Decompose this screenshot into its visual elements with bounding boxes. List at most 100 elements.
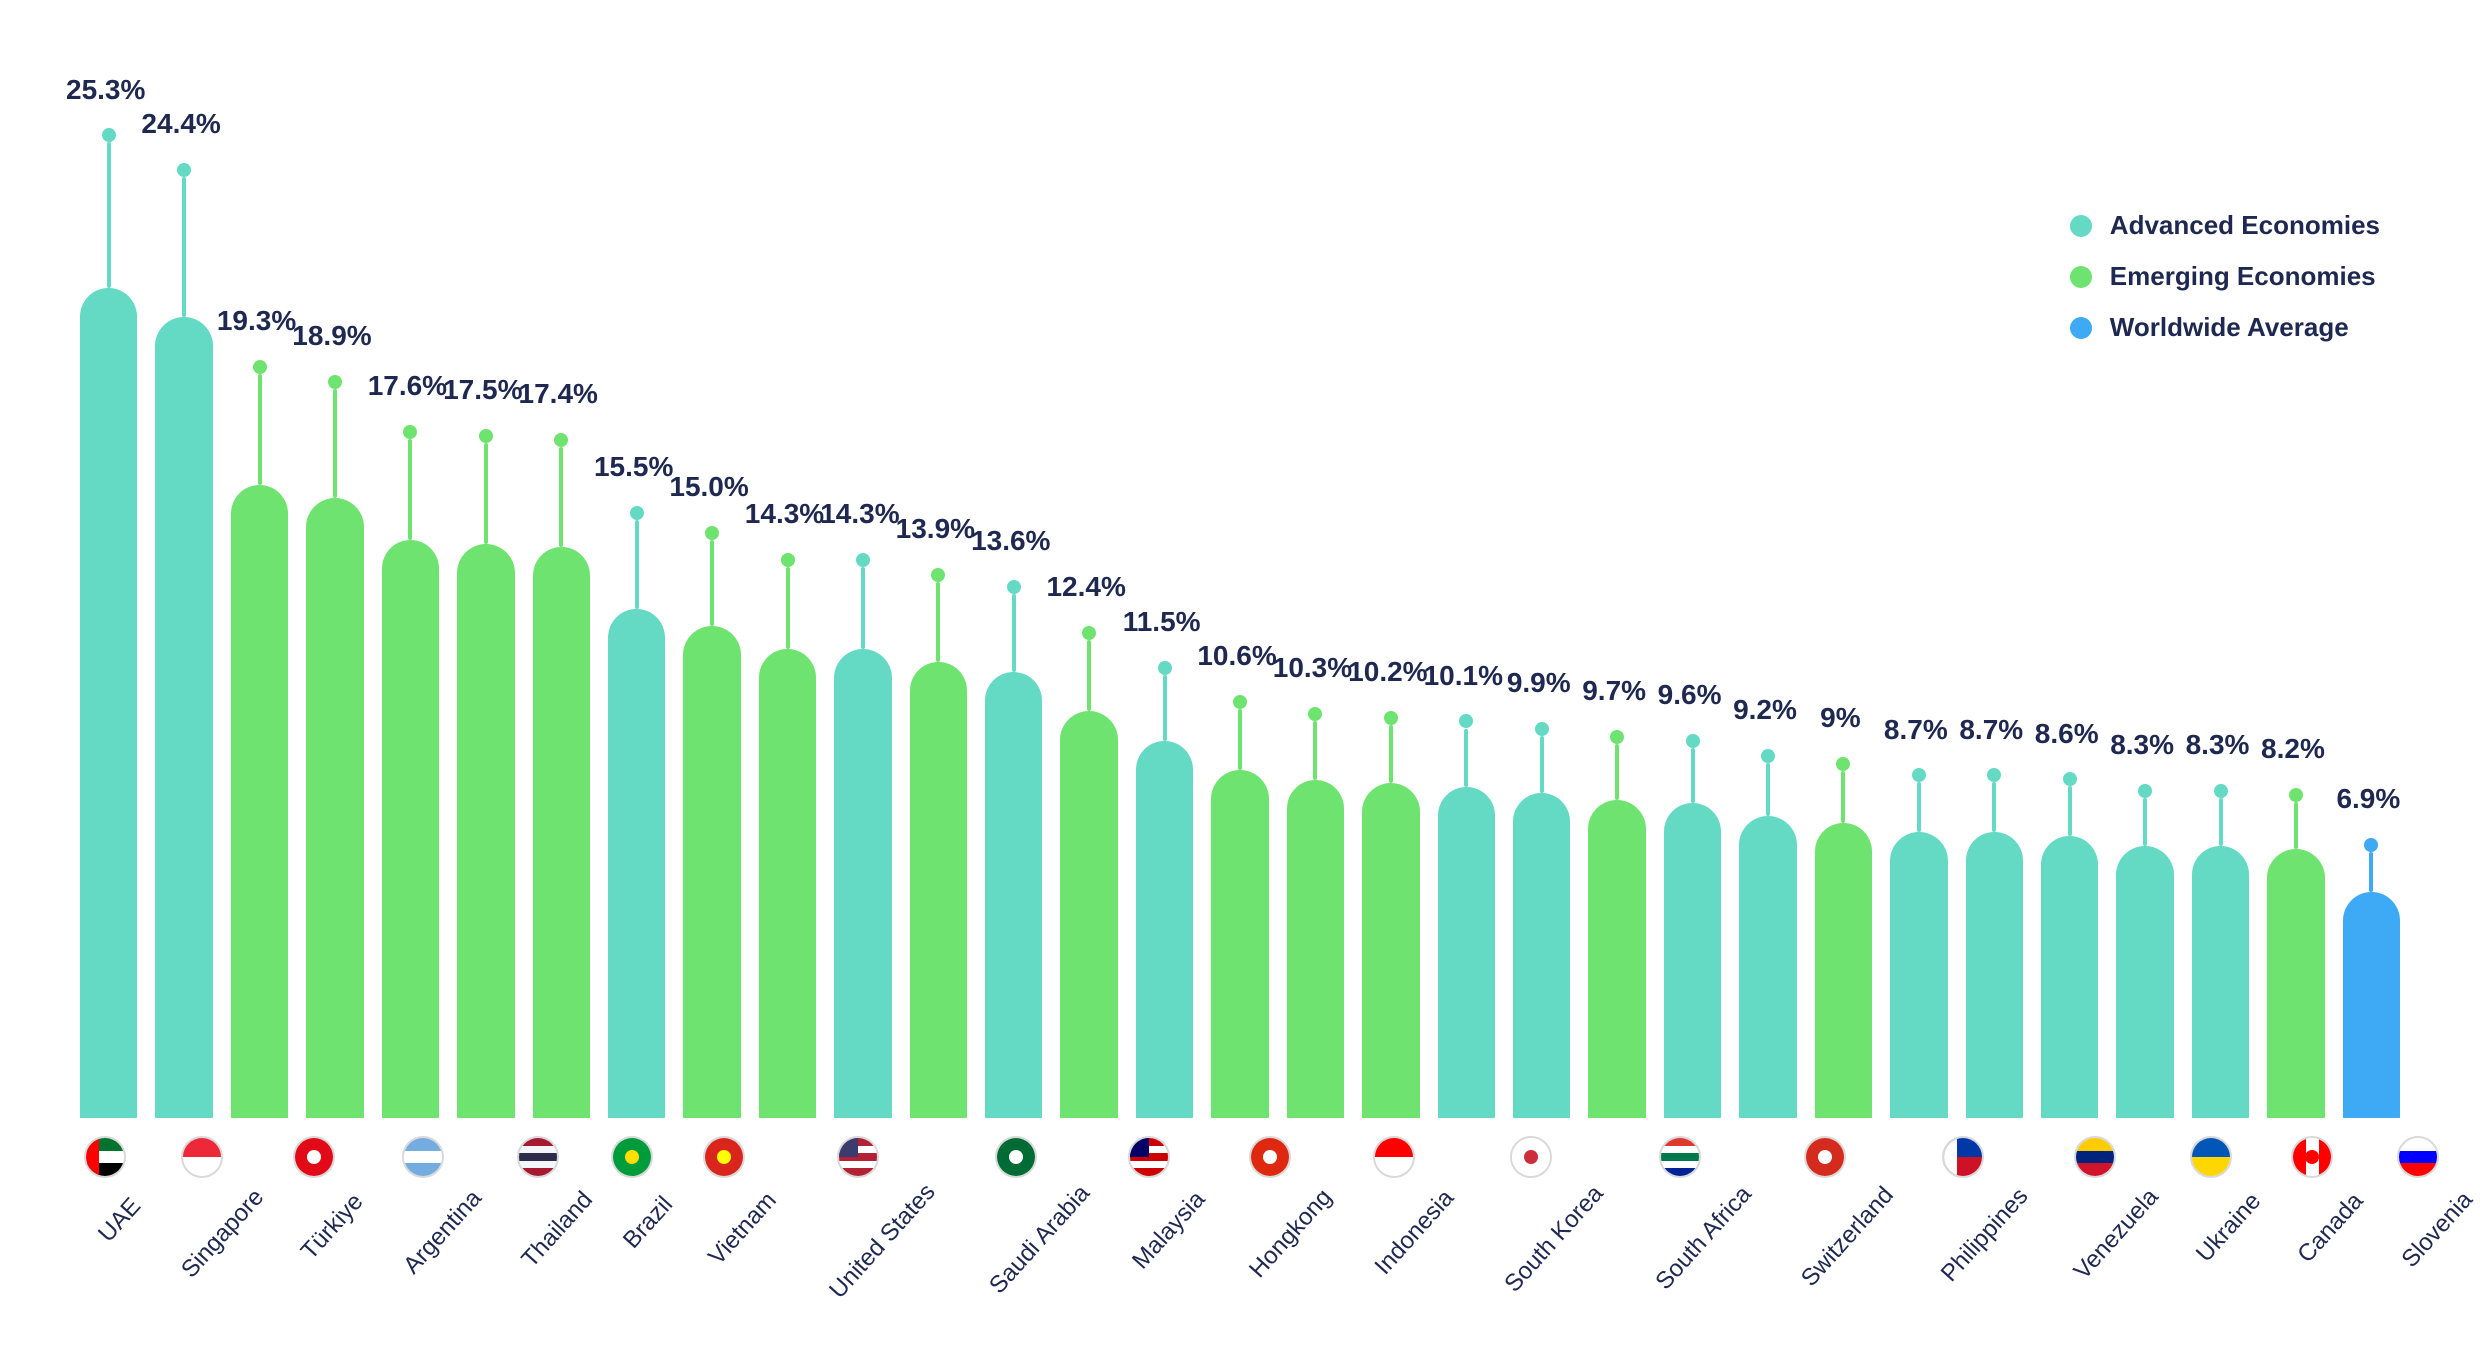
- lollipop-stem: [1766, 763, 1770, 816]
- bar: [533, 547, 590, 1118]
- value-label: 9.2%: [1733, 694, 1797, 726]
- country-label: Singapore: [176, 1184, 270, 1284]
- lollipop-dot-icon: [554, 433, 568, 447]
- bar: [231, 485, 288, 1118]
- country-label: Indonesia: [1370, 1185, 1460, 1281]
- bar-col: 6.9%: [2343, 80, 2400, 1118]
- lollipop-dot-icon: [630, 506, 644, 520]
- bar: [1815, 823, 1872, 1118]
- lollipop-stem: [2068, 786, 2072, 835]
- value-label: 25.3%: [66, 74, 145, 106]
- lollipop-stem: [559, 447, 563, 547]
- bar: [306, 498, 363, 1118]
- lollipop-dot-icon: [102, 128, 116, 142]
- bar-col: 9.2%: [1739, 80, 1796, 1118]
- lollipop-dot-icon: [1535, 722, 1549, 736]
- flag-icon: [1373, 1136, 1415, 1178]
- flag-icon: [2291, 1136, 2333, 1178]
- value-label: 9%: [1820, 702, 1860, 734]
- bar: [1136, 741, 1193, 1118]
- axis-tick: UAE: [80, 1136, 129, 1220]
- lollipop-stem: [107, 142, 111, 287]
- lollipop-stem: [1615, 744, 1619, 800]
- bar-col: 8.6%: [2041, 80, 2098, 1118]
- bar-col: 25.3%: [80, 80, 137, 1118]
- bar-col: 10.2%: [1362, 80, 1419, 1118]
- flag-icon: [995, 1136, 1037, 1178]
- bar: [382, 540, 439, 1118]
- lollipop-stem: [1691, 748, 1695, 803]
- value-label: 9.9%: [1507, 667, 1571, 699]
- axis-tick: Canada: [2270, 1136, 2354, 1220]
- lollipop-dot-icon: [328, 375, 342, 389]
- bar: [1664, 803, 1721, 1118]
- lollipop-stem: [786, 567, 790, 649]
- lollipop-stem: [1540, 736, 1544, 793]
- value-label: 8.2%: [2261, 733, 2325, 765]
- lollipop-dot-icon: [1459, 714, 1473, 728]
- flag-icon: [1128, 1136, 1170, 1178]
- bar: [155, 317, 212, 1118]
- lollipop-stem: [1389, 725, 1393, 784]
- value-label: 8.3%: [2110, 729, 2174, 761]
- lollipop-stem: [1238, 709, 1242, 770]
- bar-col: 17.4%: [533, 80, 590, 1118]
- value-label: 14.3%: [820, 498, 899, 530]
- value-label: 15.0%: [669, 471, 748, 503]
- axis-tick: Singapore: [147, 1136, 256, 1220]
- bar-col: 8.7%: [1890, 80, 1947, 1118]
- bar: [1890, 832, 1947, 1118]
- chart-container: Advanced EconomiesEmerging EconomiesWorl…: [0, 0, 2480, 1358]
- axis-tick: Philippines: [1905, 1136, 2021, 1220]
- country-label: South Africa: [1650, 1181, 1757, 1296]
- country-label: South Korea: [1500, 1180, 1610, 1298]
- bar-col: 8.2%: [2267, 80, 2324, 1118]
- axis-tick: Argentina: [371, 1136, 474, 1220]
- flag-icon: [703, 1136, 745, 1178]
- bar-col: 9%: [1815, 80, 1872, 1118]
- bar-col: 18.9%: [306, 80, 363, 1118]
- value-label: 24.4%: [141, 108, 220, 140]
- country-label: Slovenia: [2397, 1186, 2479, 1273]
- country-label: Vietnam: [703, 1187, 782, 1271]
- bar: [759, 649, 816, 1118]
- lollipop-dot-icon: [1761, 749, 1775, 763]
- lollipop-stem: [2143, 798, 2147, 846]
- lollipop-stem: [1163, 675, 1167, 741]
- bar-col: 17.6%: [382, 80, 439, 1118]
- lollipop-stem: [484, 443, 488, 544]
- axis-tick: Hongkong: [1215, 1136, 1324, 1220]
- bar-col: 10.6%: [1211, 80, 1268, 1118]
- flag-icon: [837, 1136, 879, 1178]
- bar: [1362, 783, 1419, 1118]
- bar-col: 9.9%: [1513, 80, 1570, 1118]
- flag-icon: [2190, 1136, 2232, 1178]
- bar-col: 12.4%: [1060, 80, 1117, 1118]
- lollipop-dot-icon: [1082, 626, 1096, 640]
- value-label: 13.6%: [971, 525, 1050, 557]
- flag-icon: [2074, 1136, 2116, 1178]
- value-label: 10.2%: [1348, 656, 1427, 688]
- bar: [1438, 787, 1495, 1119]
- bar: [1966, 832, 2023, 1118]
- flag-icon: [1249, 1136, 1291, 1178]
- country-label: UAE: [93, 1193, 147, 1248]
- lollipop-dot-icon: [1384, 711, 1398, 725]
- axis-tick: Indonesia: [1342, 1136, 1446, 1220]
- flag-icon: [2397, 1136, 2439, 1178]
- lollipop-stem: [635, 520, 639, 609]
- bar-col: 15.0%: [683, 80, 740, 1118]
- flag-icon: [611, 1136, 653, 1178]
- bar-col: 19.3%: [231, 80, 288, 1118]
- lollipop-dot-icon: [1308, 707, 1322, 721]
- lollipop-stem: [936, 582, 940, 662]
- bar-col: 15.5%: [608, 80, 665, 1118]
- bar: [2267, 849, 2324, 1118]
- country-label: Canada: [2292, 1188, 2369, 1269]
- value-label: 8.3%: [2186, 729, 2250, 761]
- lollipop-dot-icon: [2138, 784, 2152, 798]
- country-label: Malaysia: [1127, 1186, 1211, 1275]
- lollipop-dot-icon: [403, 425, 417, 439]
- bar-col: 10.1%: [1438, 80, 1495, 1118]
- value-label: 18.9%: [292, 320, 371, 352]
